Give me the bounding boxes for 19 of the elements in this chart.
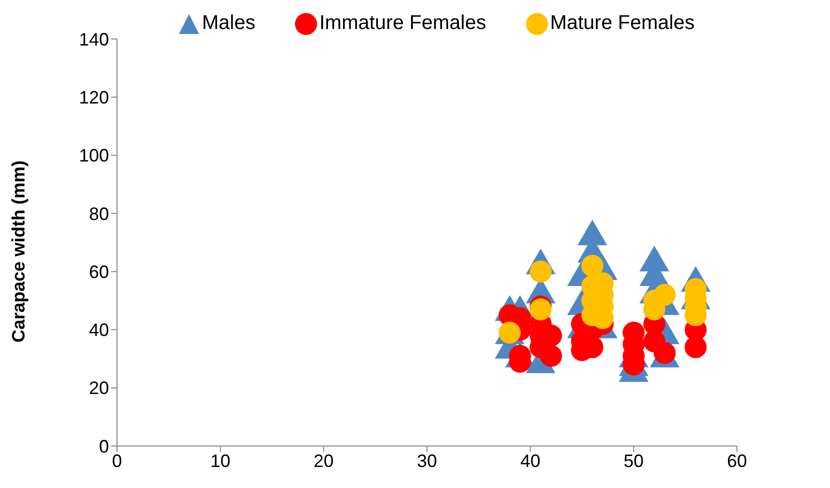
y-tick-label: 120 bbox=[78, 88, 109, 108]
y-tick-label: 60 bbox=[88, 262, 109, 282]
x-tick-label: 50 bbox=[624, 450, 644, 471]
y-tick-label: 20 bbox=[88, 378, 109, 398]
x-tick-label: 40 bbox=[520, 450, 540, 471]
y-tick-label: 40 bbox=[88, 320, 109, 340]
y-axis-title: Carapace width (mm) bbox=[8, 160, 28, 342]
y-tick-label: 140 bbox=[78, 29, 109, 50]
x-tick-label: 0 bbox=[112, 450, 122, 471]
x-tick-label: 20 bbox=[314, 450, 334, 471]
y-tick-label: 80 bbox=[88, 204, 109, 224]
x-tick-label: 60 bbox=[726, 450, 748, 471]
legend-label: Immature Females bbox=[319, 12, 486, 35]
y-tick-label: 0 bbox=[98, 436, 109, 456]
legend-label: Mature Females bbox=[550, 12, 695, 35]
y-tick-label: 100 bbox=[78, 146, 109, 166]
x-tick-label: 10 bbox=[210, 450, 230, 471]
legend-label: Males bbox=[202, 12, 256, 35]
x-tick-label: 30 bbox=[416, 450, 438, 471]
